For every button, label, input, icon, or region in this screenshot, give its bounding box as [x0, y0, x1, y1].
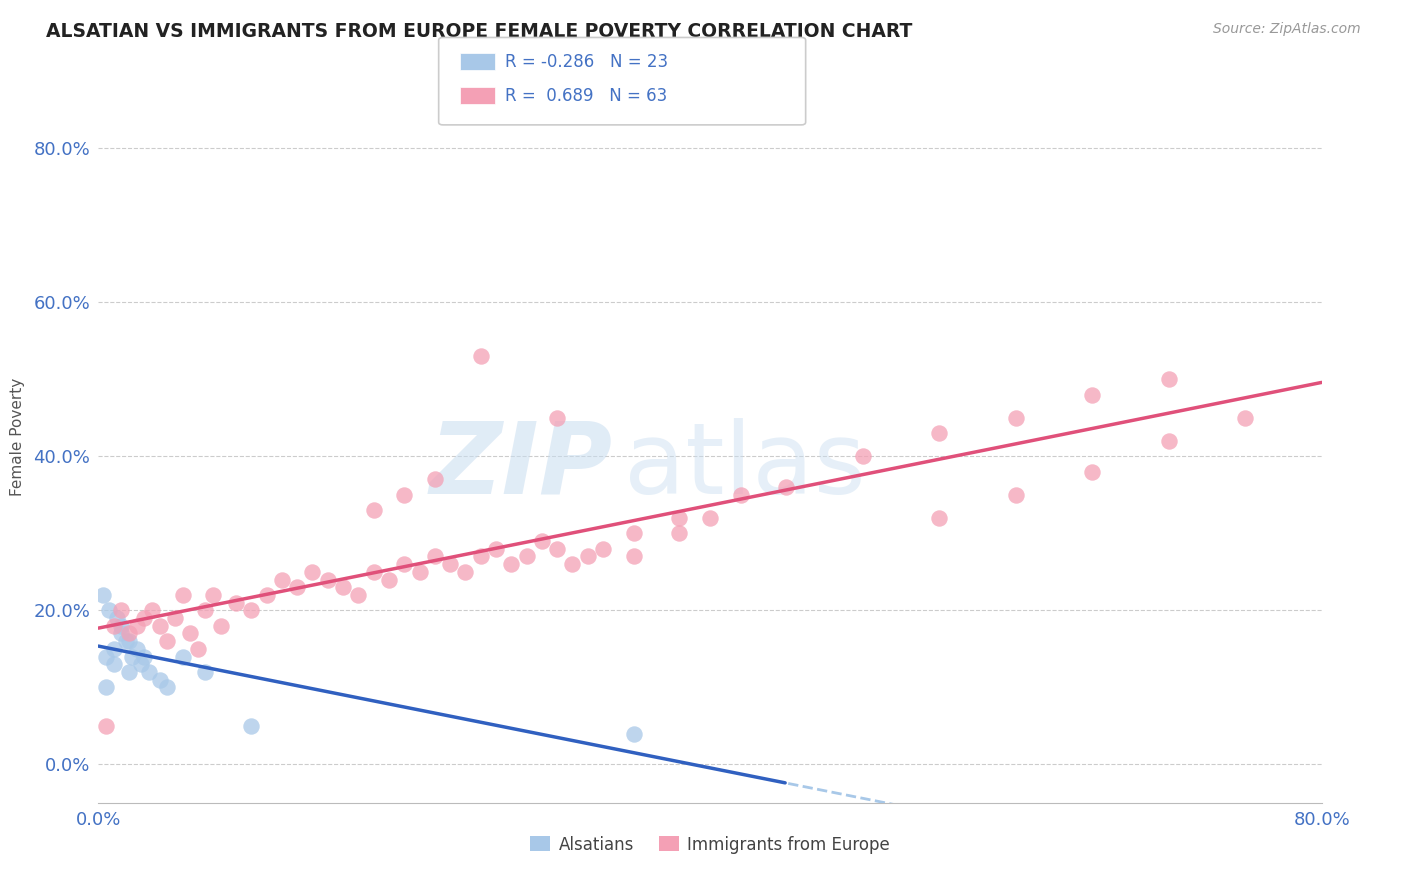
Point [668, 526, 690, 541]
Point [134, 611, 156, 625]
Point [94, 681, 117, 695]
Point [149, 673, 172, 687]
Point [576, 549, 599, 564]
Point [730, 488, 752, 502]
Point [546, 541, 568, 556]
Point [240, 603, 263, 617]
Point [91, 588, 114, 602]
Point [118, 634, 141, 648]
Point [94, 719, 117, 733]
Point [668, 511, 690, 525]
Point [408, 565, 430, 579]
Y-axis label: Female Poverty: Female Poverty [10, 378, 25, 496]
Point [699, 511, 721, 525]
Point [138, 665, 160, 679]
Point [141, 603, 163, 617]
Point [121, 649, 143, 664]
Point [240, 719, 263, 733]
Point [118, 665, 141, 679]
Text: R = -0.286   N = 23: R = -0.286 N = 23 [505, 53, 668, 70]
Point [172, 649, 194, 664]
Point [501, 557, 523, 571]
Point [316, 573, 339, 587]
Point [1081, 388, 1104, 402]
Point [1004, 488, 1026, 502]
Point [392, 557, 416, 571]
Point [209, 618, 232, 632]
Point [270, 573, 294, 587]
Point [775, 480, 797, 494]
Point [530, 534, 553, 549]
Point [928, 511, 950, 525]
Point [623, 726, 645, 740]
Point [623, 526, 645, 541]
Point [928, 426, 950, 441]
Text: Source: ZipAtlas.com: Source: ZipAtlas.com [1213, 22, 1361, 37]
Point [103, 618, 125, 632]
Point [332, 580, 354, 594]
Point [118, 626, 141, 640]
Point [194, 603, 217, 617]
Point [485, 541, 508, 556]
Point [172, 588, 194, 602]
Point [110, 618, 132, 632]
Point [125, 641, 148, 656]
Point [110, 603, 132, 617]
Point [470, 549, 492, 564]
Point [103, 641, 125, 656]
Point [516, 549, 538, 564]
Point [134, 649, 156, 664]
Point [125, 618, 148, 632]
Point [202, 588, 225, 602]
Point [105, 611, 128, 625]
Point [115, 634, 138, 648]
Point [156, 681, 179, 695]
Point [1234, 410, 1257, 425]
Point [301, 565, 323, 579]
Point [363, 503, 385, 517]
Text: ALSATIAN VS IMMIGRANTS FROM EUROPE FEMALE POVERTY CORRELATION CHART: ALSATIAN VS IMMIGRANTS FROM EUROPE FEMAL… [46, 22, 912, 41]
Point [285, 580, 308, 594]
Point [423, 549, 446, 564]
Point [225, 596, 247, 610]
Point [256, 588, 278, 602]
Point [347, 588, 370, 602]
Point [423, 472, 446, 486]
Text: R =  0.689   N = 63: R = 0.689 N = 63 [505, 87, 666, 105]
Point [852, 450, 875, 464]
Point [98, 603, 121, 617]
Text: ZIP: ZIP [429, 417, 612, 515]
Point [470, 349, 492, 363]
Point [129, 657, 152, 672]
Point [179, 626, 201, 640]
Point [392, 488, 416, 502]
Point [454, 565, 477, 579]
Point [378, 573, 401, 587]
Point [94, 649, 117, 664]
Point [561, 557, 583, 571]
Point [110, 626, 132, 640]
Point [592, 541, 614, 556]
Point [187, 641, 209, 656]
Point [194, 665, 217, 679]
Point [1157, 372, 1180, 386]
Point [1157, 434, 1180, 448]
Text: atlas: atlas [624, 417, 866, 515]
Point [103, 657, 125, 672]
Point [623, 549, 645, 564]
Point [1004, 410, 1026, 425]
Point [163, 611, 186, 625]
Legend: Alsatians, Immigrants from Europe: Alsatians, Immigrants from Europe [523, 829, 897, 860]
Point [439, 557, 461, 571]
Point [149, 618, 172, 632]
Point [1081, 465, 1104, 479]
Point [546, 410, 568, 425]
Point [156, 634, 179, 648]
Point [363, 565, 385, 579]
